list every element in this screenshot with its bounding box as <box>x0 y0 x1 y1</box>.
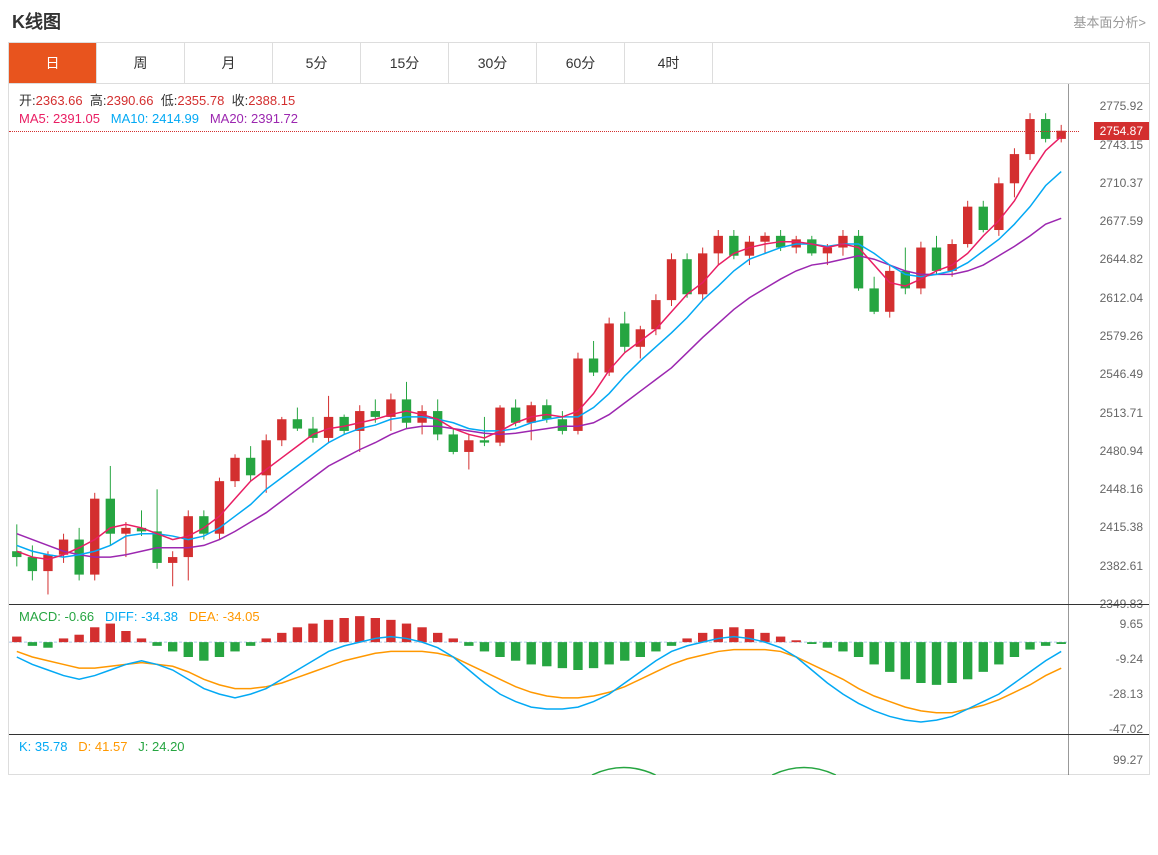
macd-panel[interactable]: MACD: -0.66 DIFF: -34.38 DEA: -34.05 9.6… <box>9 604 1149 734</box>
macd-chart[interactable] <box>9 605 1069 735</box>
y-tick: 2775.92 <box>1100 99 1143 113</box>
tab-日[interactable]: 日 <box>9 43 97 83</box>
tab-5分[interactable]: 5分 <box>273 43 361 83</box>
main-chart-area[interactable]: 开:2363.66 高:2390.66 低:2355.78 收:2388.15 … <box>9 84 1149 604</box>
fundamental-analysis-link[interactable]: 基本面分析> <box>1073 12 1146 31</box>
page-title: K线图 <box>12 8 61 34</box>
macd-y-axis: 9.65-9.24-28.13-47.02 <box>1079 605 1149 735</box>
y-tick: 2415.38 <box>1100 520 1143 534</box>
timeframe-tabs: 日周月5分15分30分60分4时 <box>9 43 1149 84</box>
y-tick: 2644.82 <box>1100 252 1143 266</box>
kdj-panel[interactable]: K: 35.78 D: 41.57 J: 24.20 99.27 <box>9 734 1149 774</box>
tab-4时[interactable]: 4时 <box>625 43 713 83</box>
y-tick: 2480.94 <box>1100 444 1143 458</box>
chart-container: 日周月5分15分30分60分4时 开:2363.66 高:2390.66 低:2… <box>8 42 1150 775</box>
current-price-line <box>9 131 1079 132</box>
y-tick: 2382.61 <box>1100 559 1143 573</box>
kdj-y-axis: 99.27 <box>1079 735 1149 775</box>
y-tick: 2710.37 <box>1100 176 1143 190</box>
current-price-badge: 2754.87 <box>1094 122 1149 140</box>
y-tick: 2546.49 <box>1100 367 1143 381</box>
ohlc-info: 开:2363.66 高:2390.66 低:2355.78 收:2388.15 <box>19 90 298 109</box>
tab-60分[interactable]: 60分 <box>537 43 625 83</box>
kdj-y-tick: 99.27 <box>1113 753 1143 767</box>
y-tick: 2612.04 <box>1100 291 1143 305</box>
tab-月[interactable]: 月 <box>185 43 273 83</box>
candlestick-chart[interactable] <box>9 84 1069 604</box>
y-tick: 2579.26 <box>1100 329 1143 343</box>
macd-y-tick: -9.24 <box>1116 652 1143 666</box>
macd-y-tick: 9.65 <box>1120 617 1143 631</box>
kdj-info: K: 35.78 D: 41.57 J: 24.20 <box>19 739 185 754</box>
ma-info: MA5: 2391.05 MA10: 2414.99 MA20: 2391.72 <box>19 111 298 126</box>
y-tick: 2448.16 <box>1100 482 1143 496</box>
tab-30分[interactable]: 30分 <box>449 43 537 83</box>
macd-y-tick: -28.13 <box>1109 687 1143 701</box>
tab-15分[interactable]: 15分 <box>361 43 449 83</box>
macd-info: MACD: -0.66 DIFF: -34.38 DEA: -34.05 <box>19 609 260 624</box>
y-tick: 2677.59 <box>1100 214 1143 228</box>
y-tick: 2513.71 <box>1100 406 1143 420</box>
price-y-axis: 2775.922743.152710.372677.592644.822612.… <box>1079 84 1149 604</box>
tab-周[interactable]: 周 <box>97 43 185 83</box>
